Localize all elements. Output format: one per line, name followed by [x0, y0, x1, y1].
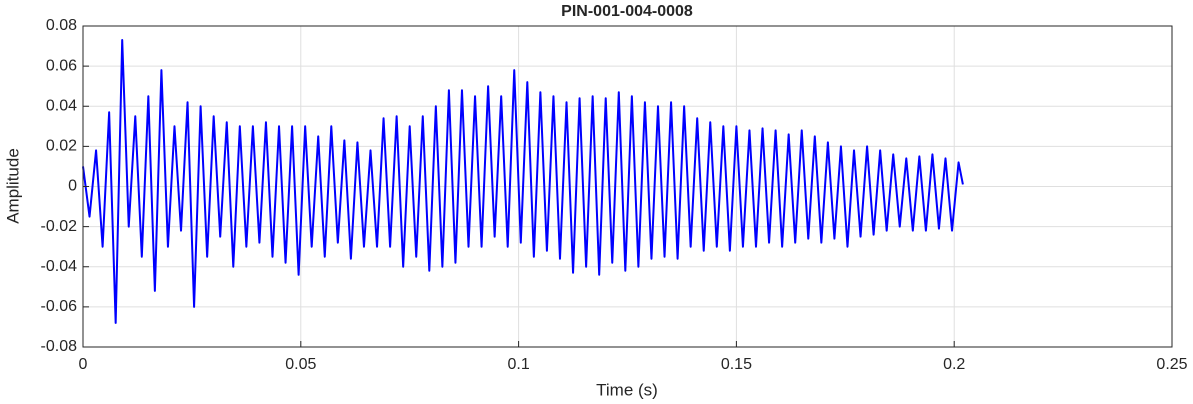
y-tick-label: -0.08: [41, 338, 78, 355]
y-axis-label: Amplitude: [3, 148, 22, 224]
x-tick-label: 0.05: [285, 356, 316, 373]
x-tick-label: 0: [79, 356, 88, 373]
chart-title: PIN-001-004-0008: [561, 3, 693, 20]
y-tick-label: 0: [68, 178, 77, 195]
waveform-line: [82, 39, 964, 324]
y-tick-label: 0.08: [46, 17, 77, 34]
y-tick-label: 0.04: [46, 97, 77, 114]
x-tick-label: 0.25: [1156, 356, 1187, 373]
y-tick-label: -0.06: [41, 298, 78, 315]
y-tick-label: 0.02: [46, 138, 77, 155]
x-tick-label: 0.1: [507, 356, 529, 373]
y-tick-label: 0.06: [46, 57, 77, 74]
line-layer: [82, 39, 964, 324]
x-tick-label: 0.15: [721, 356, 752, 373]
x-tick-label: 0.2: [943, 356, 965, 373]
y-tick-label: -0.02: [41, 218, 78, 235]
x-axis-label: Time (s): [596, 380, 658, 399]
y-tick-label: -0.04: [41, 258, 78, 275]
